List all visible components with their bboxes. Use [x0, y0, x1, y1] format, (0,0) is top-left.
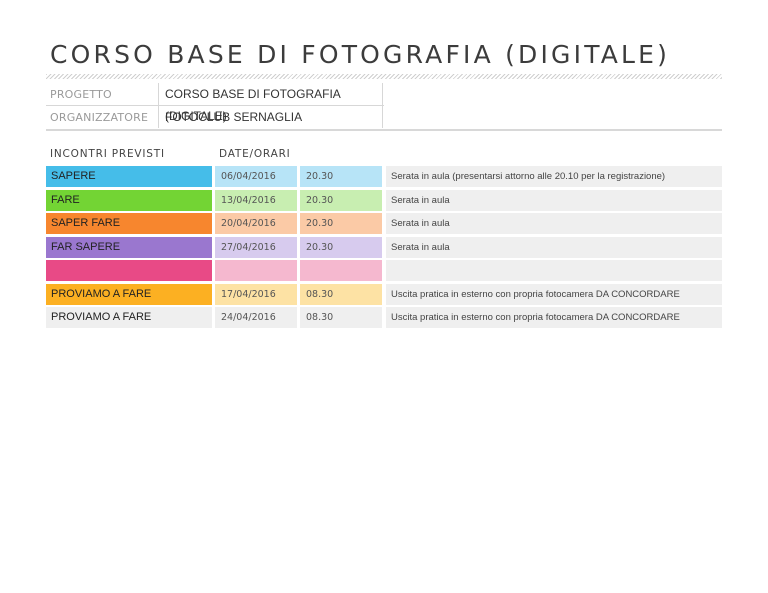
table-row: SAPERE 06/04/2016 20.30 Serata in aula (pre… — [46, 166, 722, 187]
meeting-date-cell — [215, 260, 297, 281]
meeting-time-cell — [300, 260, 382, 281]
info-label-project: PROGETTO — [50, 88, 112, 101]
meeting-date-cell: 13/04/2016 — [215, 189, 297, 211]
meeting-note-cell: Uscita pratica in esterno con propria fo… — [386, 283, 722, 305]
meeting-note-cell: Uscita pratica in esterno con propria fo… — [386, 307, 722, 328]
meeting-name-cell: PROVIAMO A FARE — [46, 307, 212, 328]
meeting-name-cell: FARE — [46, 189, 212, 211]
meeting-date-cell: 24/04/2016 — [215, 307, 297, 328]
meeting-name-cell: SAPER FARE — [46, 213, 212, 234]
meeting-note-cell: Serata in aula — [386, 236, 722, 258]
table-row: FARE 13/04/2016 20.30 Serata in aula — [46, 189, 722, 211]
info-divider — [46, 129, 722, 131]
table-row: PROVIAMO A FARE 24/04/2016 08.30 Uscita pra… — [46, 307, 722, 328]
meeting-note-cell: Serata in aula (presentarsi attorno alle… — [386, 166, 722, 187]
info-value-project: CORSO BASE DI FOTOGRAFIA (DIGITALE) — [158, 83, 383, 123]
page-title: CORSO BASE DI FOTOGRAFIA (DIGITALE) — [50, 40, 671, 69]
column-header-meetings: INCONTRI PREVISTI — [50, 148, 165, 160]
meeting-date-cell: 17/04/2016 — [215, 283, 297, 305]
meeting-date-cell: 20/04/2016 — [215, 213, 297, 234]
meeting-date-cell: 27/04/2016 — [215, 236, 297, 258]
info-label-organizer: ORGANIZZATORE — [50, 111, 149, 124]
column-header-dates: DATE/ORARI — [219, 148, 291, 160]
meeting-note-cell — [386, 260, 722, 281]
meeting-date-cell: 06/04/2016 — [215, 166, 297, 187]
table-row — [46, 260, 722, 281]
meeting-name-cell — [46, 260, 212, 281]
info-row-project: PROGETTO CORSO BASE DI FOTOGRAFIA (DIGIT… — [46, 83, 384, 123]
info-row-organizer: ORGANIZZATORE FOTOCLUB SERNAGLIA — [46, 106, 384, 128]
meeting-time-cell: 08.30 — [300, 283, 382, 305]
title-divider — [46, 74, 722, 79]
info-value-organizer: FOTOCLUB SERNAGLIA — [158, 106, 383, 128]
meeting-time-cell: 20.30 — [300, 236, 382, 258]
meeting-name-cell: SAPERE — [46, 166, 212, 187]
table-row: SAPER FARE 20/04/2016 20.30 Serata in aula — [46, 213, 722, 234]
meeting-note-cell: Serata in aula — [386, 189, 722, 211]
meeting-name-cell: FAR SAPERE — [46, 236, 212, 258]
meeting-time-cell: 20.30 — [300, 166, 382, 187]
meeting-time-cell: 08.30 — [300, 307, 382, 328]
table-row: FAR SAPERE 27/04/2016 20.30 Serata in aula — [46, 236, 722, 258]
table-row: PROVIAMO A FARE 17/04/2016 08.30 Uscita pra… — [46, 283, 722, 305]
meeting-name-cell: PROVIAMO A FARE — [46, 283, 212, 305]
meeting-time-cell: 20.30 — [300, 213, 382, 234]
meeting-time-cell: 20.30 — [300, 189, 382, 211]
meeting-note-cell: Serata in aula — [386, 213, 722, 234]
